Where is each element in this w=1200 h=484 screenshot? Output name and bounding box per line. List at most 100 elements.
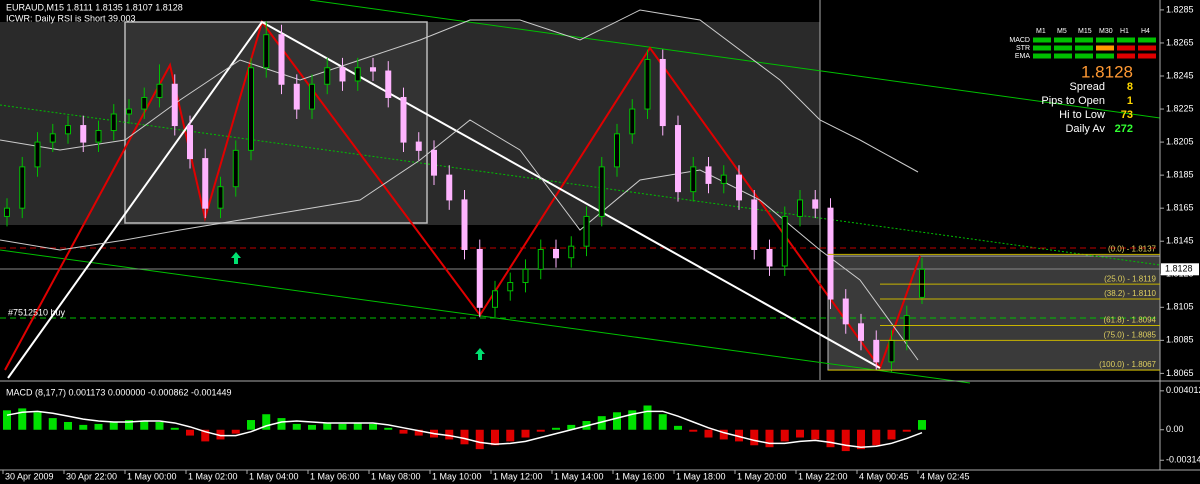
x-tick-label: 4 May 00:45 (859, 471, 909, 481)
y-tick-label: 1.8105 (1166, 302, 1194, 312)
timeframe-label: H1 (1120, 28, 1129, 35)
signal-cell (1075, 45, 1093, 51)
signal-cell (1117, 37, 1135, 43)
candle-body (797, 199, 803, 217)
candle-body (644, 58, 651, 110)
candle-body (888, 339, 895, 363)
x-tick-label: 30 Apr 2009 (5, 471, 54, 481)
candle-body (4, 207, 10, 217)
macd-bar (475, 429, 484, 450)
signal-cell (1054, 37, 1072, 43)
candle-body (95, 130, 102, 143)
x-tick-label: 1 May 00:00 (127, 471, 177, 481)
macd-bar (902, 429, 911, 432)
macd-bar (689, 429, 698, 432)
macd-bar (857, 429, 865, 450)
candle-body (766, 248, 773, 267)
y-tick-label: 1.8145 (1166, 236, 1194, 246)
x-tick-label: 1 May 10:00 (432, 471, 482, 481)
candle-body (278, 34, 285, 85)
fib-label: (75.0) - 1.8085 (1104, 330, 1157, 339)
candle-body (370, 67, 376, 72)
candle-body (598, 166, 605, 217)
macd-bar (125, 420, 133, 430)
macd-bar (231, 429, 240, 434)
candle-body (19, 166, 26, 209)
macd-bar (201, 429, 210, 442)
candle-body (507, 282, 514, 292)
macd-bar (567, 424, 576, 430)
signal-cell (1117, 45, 1135, 51)
fib-label: (0.0) - 1.8137 (1108, 245, 1157, 254)
macd-tick-label: 0.004012 (1166, 385, 1200, 395)
candle-body (141, 96, 148, 110)
x-tick-label: 1 May 16:00 (615, 471, 665, 481)
candle-body (446, 174, 453, 201)
candle-body (873, 339, 880, 363)
signal-cell (1075, 53, 1093, 59)
candle-body (385, 70, 392, 98)
y-tick-label: 1.8285 (1166, 4, 1194, 14)
candle-body (659, 58, 666, 127)
x-tick-label: 1 May 04:00 (249, 471, 299, 481)
macd-bar (704, 429, 713, 438)
fib-label: (38.2) - 1.8110 (1104, 289, 1156, 298)
macd-bar (277, 418, 286, 430)
macd-bar (521, 429, 530, 438)
y-tick-label: 1.8225 (1166, 103, 1194, 113)
price-marker (1161, 263, 1199, 276)
candle-body (675, 125, 681, 193)
fib-label: (100.0) - 1.8067 (1099, 360, 1156, 369)
macd-bar (323, 422, 332, 430)
candle-body (431, 149, 437, 176)
macd-bar (552, 427, 560, 430)
timeframe-label: M30 (1099, 28, 1113, 35)
x-tick-label: 1 May 20:00 (737, 471, 787, 481)
candle-body (827, 207, 834, 300)
candle-body (217, 186, 224, 209)
macd-bar (826, 429, 835, 448)
buy-arrow (231, 252, 241, 264)
y-tick-label: 1.8205 (1166, 136, 1194, 146)
macd-bar (536, 429, 545, 432)
candle-body (858, 323, 864, 341)
chart-subtitle: ICWR: Daily RSI is Short 39.003 (6, 13, 136, 23)
macd-bar (338, 423, 347, 430)
stat-label: Daily Av (1065, 123, 1105, 135)
macd-title: MACD (8,17,7) 0.001173 0.000000 -0.00086… (6, 387, 232, 397)
signal-cell (1033, 53, 1051, 59)
macd-tick-label: -0.003144 (1166, 455, 1200, 465)
macd-bar (399, 429, 408, 434)
fib-label: (25.0) - 1.8119 (1104, 274, 1156, 283)
macd-bar (384, 427, 393, 430)
band-lower (0, 119, 919, 361)
macd-bar (735, 429, 743, 442)
price-marker-label: 1.8128 (1165, 264, 1193, 274)
macd-bar (658, 414, 667, 430)
panel-price: 1.8128 (1081, 62, 1133, 81)
candle-body (705, 166, 712, 184)
signal-cell (1096, 53, 1114, 59)
stat-label: Hi to Low (1059, 109, 1105, 121)
macd-bar (109, 421, 118, 430)
buy-arrow (475, 348, 485, 360)
macd-bar (445, 429, 454, 440)
signal-cell (1033, 37, 1051, 43)
candle-body (354, 67, 361, 82)
candle-body (629, 108, 636, 135)
x-tick-label: 1 May 18:00 (676, 471, 726, 481)
macd-bar (353, 422, 362, 430)
x-tick-label: 1 May 22:00 (798, 471, 848, 481)
signal-cell (1138, 53, 1156, 59)
candle-body (720, 174, 727, 184)
channel-line (309, 0, 1161, 119)
trendline (7, 20, 881, 379)
macd-bar (155, 421, 164, 430)
signal-cell (1096, 45, 1114, 51)
order-label: #7512510 buy (8, 307, 66, 317)
macd-bar (33, 412, 42, 430)
candle-body (522, 268, 529, 284)
candle-body (415, 141, 422, 151)
candle-body (751, 199, 758, 250)
